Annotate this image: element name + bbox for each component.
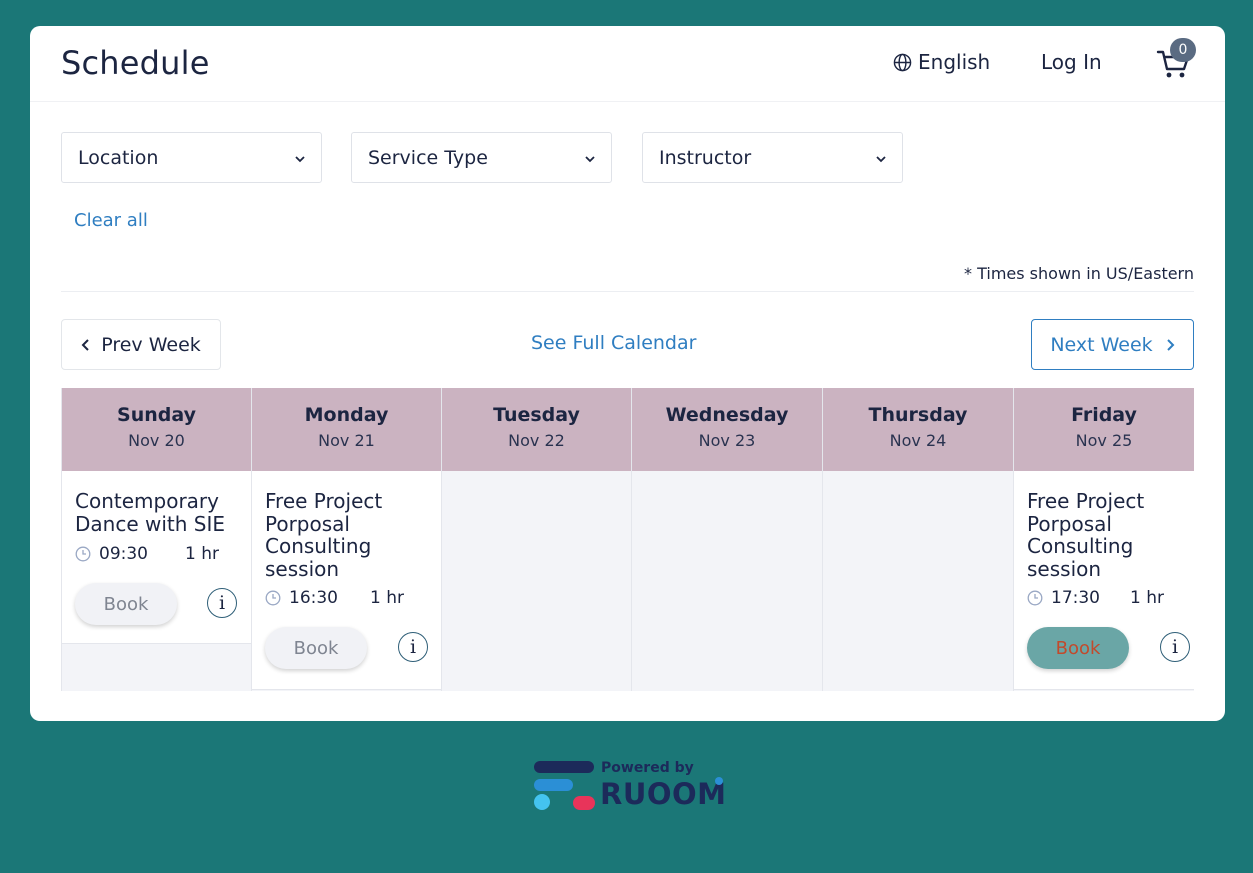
day-column-wednesday: Wednesday Nov 23 xyxy=(631,388,822,691)
event-time: 09:30 xyxy=(75,544,148,564)
day-header: Friday Nov 25 xyxy=(1014,388,1194,471)
day-column-thursday: Thursday Nov 24 xyxy=(822,388,1013,691)
location-filter[interactable]: Location xyxy=(61,132,322,183)
info-icon[interactable]: i xyxy=(398,632,428,662)
service-type-filter-label: Service Type xyxy=(368,146,488,169)
top-bar: Schedule English Log In 0 xyxy=(30,26,1225,102)
chevron-down-icon xyxy=(876,156,886,163)
week-calendar: Sunday Nov 20 Contemporary Dance with SI… xyxy=(61,388,1194,691)
login-link[interactable]: Log In xyxy=(1041,50,1102,74)
event-time-value: 09:30 xyxy=(99,544,148,564)
day-date: Nov 22 xyxy=(508,431,565,450)
event-title: Free Project Porposal Consulting session xyxy=(265,489,383,581)
event-title: Free Project Porposal Consulting session xyxy=(1027,489,1145,581)
chevron-right-icon xyxy=(1166,338,1175,351)
event-time: 17:30 xyxy=(1027,588,1100,608)
day-name: Tuesday xyxy=(493,404,580,426)
event-duration: 1 hr xyxy=(1130,588,1164,608)
book-button[interactable]: Book xyxy=(75,583,177,625)
clock-icon xyxy=(75,546,91,562)
ruoom-brand-text: RUOOM xyxy=(600,777,727,811)
page-title: Schedule xyxy=(61,44,210,82)
brand-dot-icon xyxy=(715,777,723,785)
day-header: Tuesday Nov 22 xyxy=(442,388,631,471)
instructor-filter-label: Instructor xyxy=(659,146,752,169)
day-header: Sunday Nov 20 xyxy=(62,388,251,471)
next-week-label: Next Week xyxy=(1050,333,1153,356)
event-time-value: 16:30 xyxy=(289,588,338,608)
language-label: English xyxy=(918,50,991,74)
event-time: 16:30 xyxy=(265,588,338,608)
day-column-monday: Monday Nov 21 Free Project Porposal Cons… xyxy=(251,388,441,691)
day-header: Wednesday Nov 23 xyxy=(632,388,822,471)
next-week-button[interactable]: Next Week xyxy=(1031,319,1194,370)
chevron-down-icon xyxy=(585,156,595,163)
event-card: Contemporary Dance with SIE 09:30 1 hr B… xyxy=(62,471,251,644)
day-date: Nov 25 xyxy=(1075,431,1133,450)
see-full-calendar-link[interactable]: See Full Calendar xyxy=(531,332,697,354)
day-name: Wednesday xyxy=(665,404,789,426)
info-icon[interactable]: i xyxy=(1160,632,1190,662)
event-duration: 1 hr xyxy=(185,544,219,564)
service-type-filter[interactable]: Service Type xyxy=(351,132,612,183)
powered-by-logo[interactable]: Powered by RUOOM xyxy=(533,760,728,814)
day-date: Nov 23 xyxy=(698,431,756,450)
powered-by-text: Powered by xyxy=(601,760,694,776)
clock-icon xyxy=(1027,590,1043,606)
timezone-note: * Times shown in US/Eastern xyxy=(964,264,1194,283)
book-button[interactable]: Book xyxy=(1027,627,1129,669)
prev-week-button[interactable]: Prev Week xyxy=(61,319,221,370)
day-column-sunday: Sunday Nov 20 Contemporary Dance with SI… xyxy=(61,388,251,691)
day-name: Monday xyxy=(304,404,389,426)
event-time-value: 17:30 xyxy=(1051,588,1100,608)
day-column-tuesday: Tuesday Nov 22 xyxy=(441,388,631,691)
clock-icon xyxy=(265,590,281,606)
event-card: Free Project Porposal Consulting session… xyxy=(252,471,441,690)
prev-week-label: Prev Week xyxy=(101,333,201,356)
ruoom-logo-icon xyxy=(534,761,595,810)
instructor-filter[interactable]: Instructor xyxy=(642,132,903,183)
day-header: Thursday Nov 24 xyxy=(823,388,1013,471)
schedule-card: Schedule English Log In 0 Location Servi… xyxy=(30,26,1225,721)
cart-count-badge: 0 xyxy=(1170,38,1196,62)
day-name: Sunday xyxy=(117,404,196,426)
chevron-left-icon xyxy=(81,338,89,351)
day-name: Friday xyxy=(1071,404,1137,426)
location-filter-label: Location xyxy=(78,146,159,169)
book-button[interactable]: Book xyxy=(265,627,367,669)
language-selector[interactable]: English xyxy=(893,50,990,74)
day-date: Nov 21 xyxy=(318,431,375,450)
day-date: Nov 20 xyxy=(128,431,185,450)
globe-icon xyxy=(893,53,912,71)
chevron-down-icon xyxy=(295,156,305,163)
info-icon[interactable]: i xyxy=(207,588,237,618)
divider xyxy=(61,291,1194,292)
day-name: Thursday xyxy=(868,404,968,426)
event-duration: 1 hr xyxy=(370,588,404,608)
event-card: Free Project Porposal Consulting session… xyxy=(1014,471,1194,690)
day-header: Monday Nov 21 xyxy=(252,388,441,471)
day-column-friday: Friday Nov 25 Free Project Porposal Cons… xyxy=(1013,388,1194,691)
clear-all-link[interactable]: Clear all xyxy=(74,210,148,231)
event-title: Contemporary Dance with SIE xyxy=(75,489,226,536)
day-date: Nov 24 xyxy=(889,431,947,450)
